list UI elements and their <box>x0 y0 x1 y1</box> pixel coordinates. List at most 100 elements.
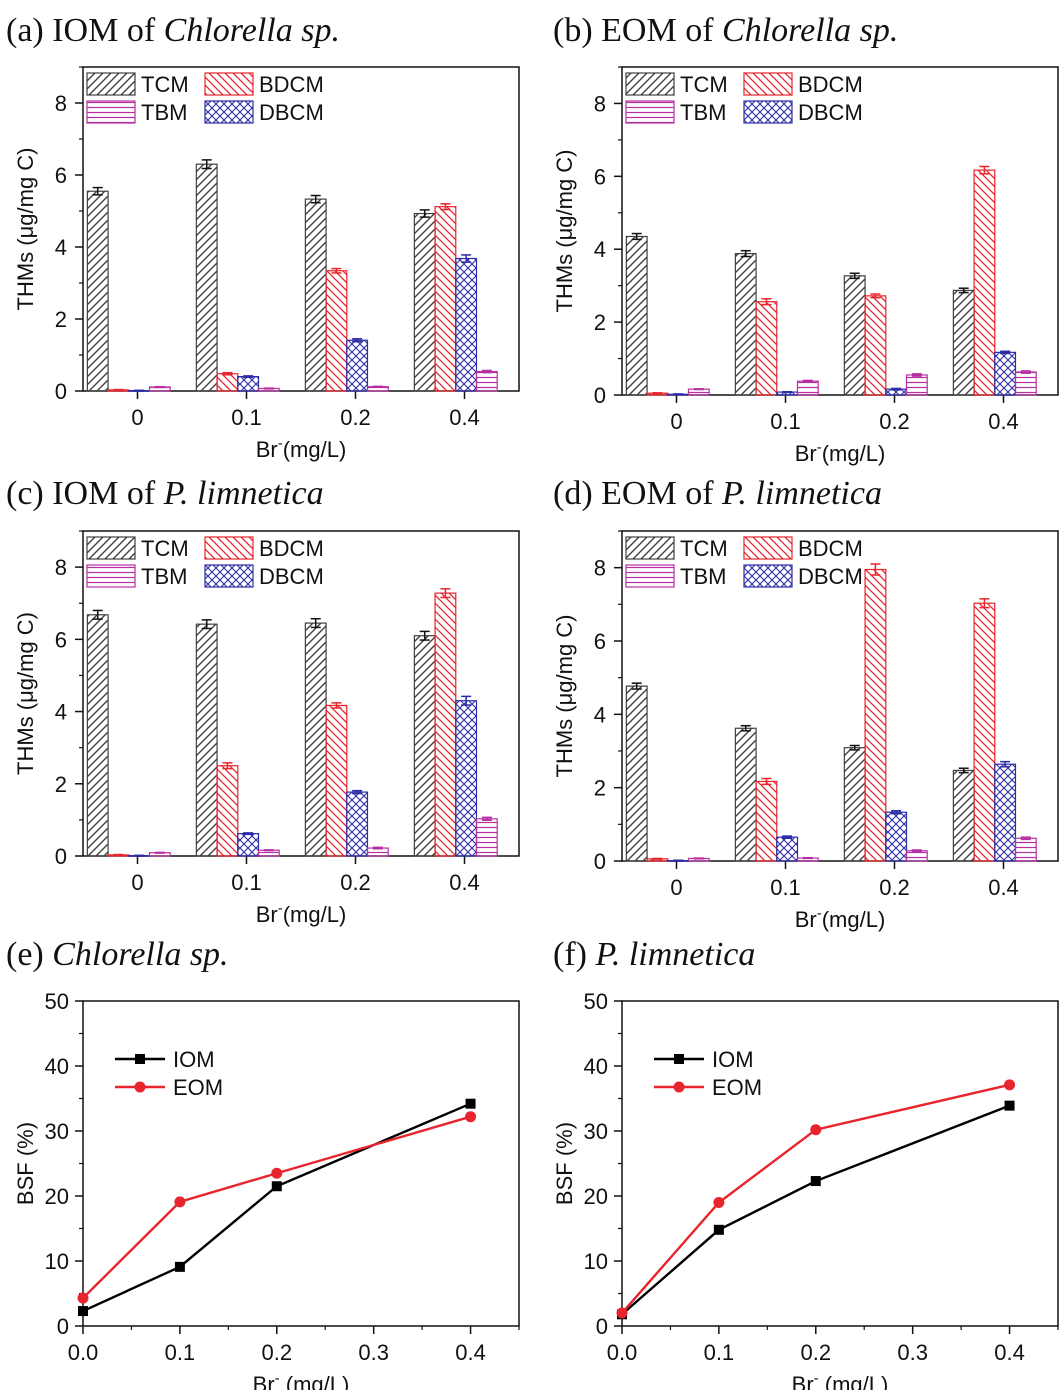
x-tick-label: 0.2 <box>340 405 371 430</box>
x-tick-label: 0.1 <box>231 405 262 430</box>
legend-label-tbm: TBM <box>141 100 187 125</box>
chart-f-frame <box>621 1000 1059 1327</box>
point-eom <box>810 1124 822 1136</box>
point-eom <box>1004 1079 1016 1091</box>
point-eom <box>174 1196 186 1208</box>
bar-dbcm <box>237 833 260 857</box>
x-tick-label: 0.2 <box>879 409 910 434</box>
panel-d-title: (d) EOM of P. limnetica <box>553 475 882 512</box>
bar-tbm <box>475 370 498 392</box>
x-tick-label: 0.4 <box>455 1340 486 1365</box>
x-tick-label: 0 <box>670 875 682 900</box>
point-iom <box>465 1098 476 1109</box>
x-tick-label: 0.2 <box>340 870 371 895</box>
bar-tcm <box>734 727 757 862</box>
panel-f-title: (f) P. limnetica <box>553 936 756 973</box>
bar-bdcm <box>973 169 996 396</box>
y-tick-label: 8 <box>55 91 67 116</box>
y-tick-label: 2 <box>594 310 606 335</box>
legend-label-tbm: TBM <box>141 564 187 589</box>
bar-bdcm <box>864 568 887 862</box>
x-tick-label: 0.0 <box>68 1340 99 1365</box>
y-tick-label: 2 <box>594 776 606 801</box>
legend-swatch-tcm <box>86 72 136 96</box>
point-iom <box>271 1181 282 1192</box>
legend-label-tcm: TCM <box>680 536 728 561</box>
panel-e-title: (e) Chlorella sp. <box>6 936 229 973</box>
bar-tcm <box>625 685 648 862</box>
y-tick-label: 0 <box>57 1314 69 1339</box>
legend-marker <box>134 1081 146 1093</box>
bar-bdcm <box>755 780 778 862</box>
y-tick-label: 0 <box>596 1314 608 1339</box>
chart-d-frame <box>621 530 1059 862</box>
bar-bdcm <box>216 373 239 392</box>
chart-a-frame <box>82 66 520 392</box>
legend-label-bdcm: BDCM <box>798 72 863 97</box>
y-tick-label: 6 <box>594 629 606 654</box>
bar-tbm <box>1014 371 1037 396</box>
legend-swatch-bdcm <box>743 536 793 560</box>
bar-dbcm <box>346 791 369 857</box>
point-iom <box>713 1224 724 1235</box>
y-axis-label: THMs (μg/mg C) <box>552 614 577 777</box>
y-tick-label: 30 <box>45 1119 69 1144</box>
bar-dbcm <box>455 257 478 392</box>
y-tick-label: 4 <box>594 237 606 262</box>
y-axis-label: THMs (μg/mg C) <box>13 147 38 310</box>
bar-tcm <box>843 747 866 862</box>
y-tick-label: 4 <box>55 235 67 260</box>
bar-dbcm <box>346 339 369 392</box>
chart-e-group: 0 10 20 30 40 50 0.0 0.1 0.2 0.3 0.4 Br- (mg/L) BSF … <box>13 989 520 1390</box>
bar-tcm <box>952 289 975 396</box>
bar-tbm <box>475 818 498 857</box>
x-tick-label: 0.4 <box>988 409 1019 434</box>
bar-tcm <box>86 614 109 857</box>
legend-swatch-dbcm <box>204 564 254 588</box>
x-tick-label: 0.1 <box>770 875 801 900</box>
x-tick-label: 0 <box>131 870 143 895</box>
x-tick-label: 0.3 <box>358 1340 389 1365</box>
y-tick-label: 6 <box>55 163 67 188</box>
y-tick-label: 40 <box>584 1054 608 1079</box>
bar-dbcm <box>776 836 799 862</box>
y-tick-label: 4 <box>55 700 67 725</box>
legend-label-dbcm: DBCM <box>259 564 324 589</box>
y-tick-label: 10 <box>45 1249 69 1274</box>
legend-swatch-tbm <box>625 100 675 124</box>
chart-c-group: 0 2 4 6 8 0 0.1 0.2 0.4 Br-(mg/L) THMs (μg/mg C) TC… <box>13 530 520 927</box>
legend-swatch-tcm <box>86 536 136 560</box>
legend-label-bdcm: BDCM <box>259 536 324 561</box>
legend-swatch-tcm <box>625 536 675 560</box>
legend-label-tbm: TBM <box>680 564 726 589</box>
chart-c-frame <box>82 530 520 857</box>
bar-dbcm <box>885 811 908 862</box>
bar-tcm <box>952 769 975 862</box>
bar-dbcm <box>455 700 478 857</box>
y-tick-label: 2 <box>55 772 67 797</box>
chart-b-group: 0 2 4 6 8 0 0.1 0.2 0.4 Br-(mg/L) THMs (μg/mg C) TC… <box>552 66 1059 466</box>
series-line-eom <box>82 1115 471 1299</box>
bar-dbcm <box>994 351 1017 396</box>
legend-label-eom: EOM <box>173 1075 223 1100</box>
bar-tbm <box>1014 837 1037 862</box>
y-tick-label: 40 <box>45 1054 69 1079</box>
legend-label-iom: IOM <box>173 1047 215 1072</box>
x-tick-label: 0.2 <box>261 1340 292 1365</box>
bar-bdcm <box>755 301 778 396</box>
legend-swatch-tcm <box>625 72 675 96</box>
bar-tcm <box>86 190 109 392</box>
chart-a-group: 0 2 4 6 8 0 0.1 0.2 0.4 Br-(mg/L) THMs (μg/mg C) TC… <box>13 66 520 462</box>
bar-tbm <box>905 850 928 862</box>
legend-marker <box>674 1054 684 1064</box>
bar-dbcm <box>994 763 1017 862</box>
legend-label-tbm: TBM <box>680 100 726 125</box>
x-tick-label: 0 <box>670 409 682 434</box>
point-iom <box>174 1261 185 1272</box>
point-eom <box>271 1167 283 1179</box>
legend-swatch-tbm <box>625 564 675 588</box>
legend-swatch-dbcm <box>743 100 793 124</box>
bar-bdcm <box>973 602 996 862</box>
chart-b-frame <box>621 66 1059 396</box>
point-iom <box>1004 1100 1015 1111</box>
